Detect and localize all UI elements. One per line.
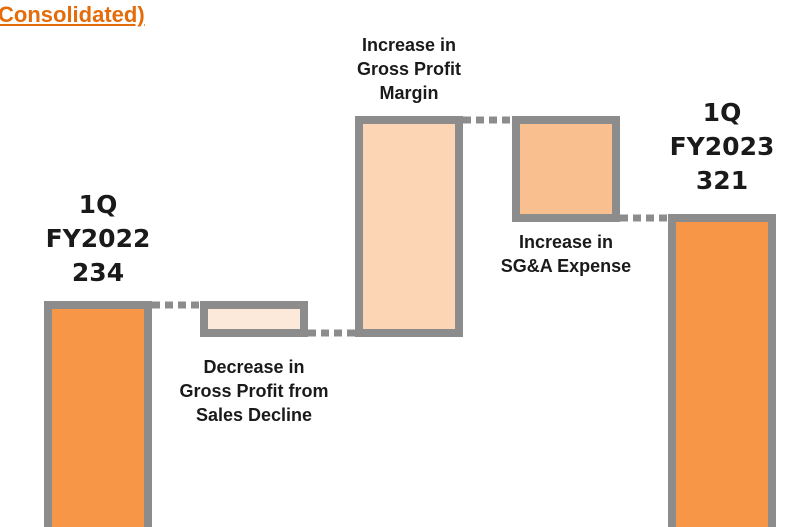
bar-label: 1Q FY2023 321 — [657, 96, 787, 198]
category-label: Decrease in Gross Profit from Sales Decl… — [179, 357, 329, 425]
bar — [44, 301, 152, 527]
bar — [200, 301, 308, 337]
category-label: Increase in SG&A Expense — [500, 232, 632, 276]
bar-label: Increase in Gross Profit Margin — [334, 33, 484, 105]
value-label: 234 — [71, 258, 125, 287]
value-label: 321 — [695, 166, 749, 195]
category-label: Increase in Gross Profit Margin — [356, 35, 462, 103]
bar — [355, 116, 463, 337]
bar-label: 1Q FY2022 234 — [33, 188, 163, 290]
bar-label: Decrease in Gross Profit from Sales Decl… — [179, 355, 329, 427]
bar-label: Increase in SG&A Expense — [491, 230, 641, 278]
category-label: 1Q FY2023 — [669, 98, 775, 161]
bar — [512, 116, 620, 222]
category-label: 1Q FY2022 — [45, 190, 151, 253]
chart-title: Consolidated) — [0, 2, 145, 27]
bar — [668, 214, 776, 527]
